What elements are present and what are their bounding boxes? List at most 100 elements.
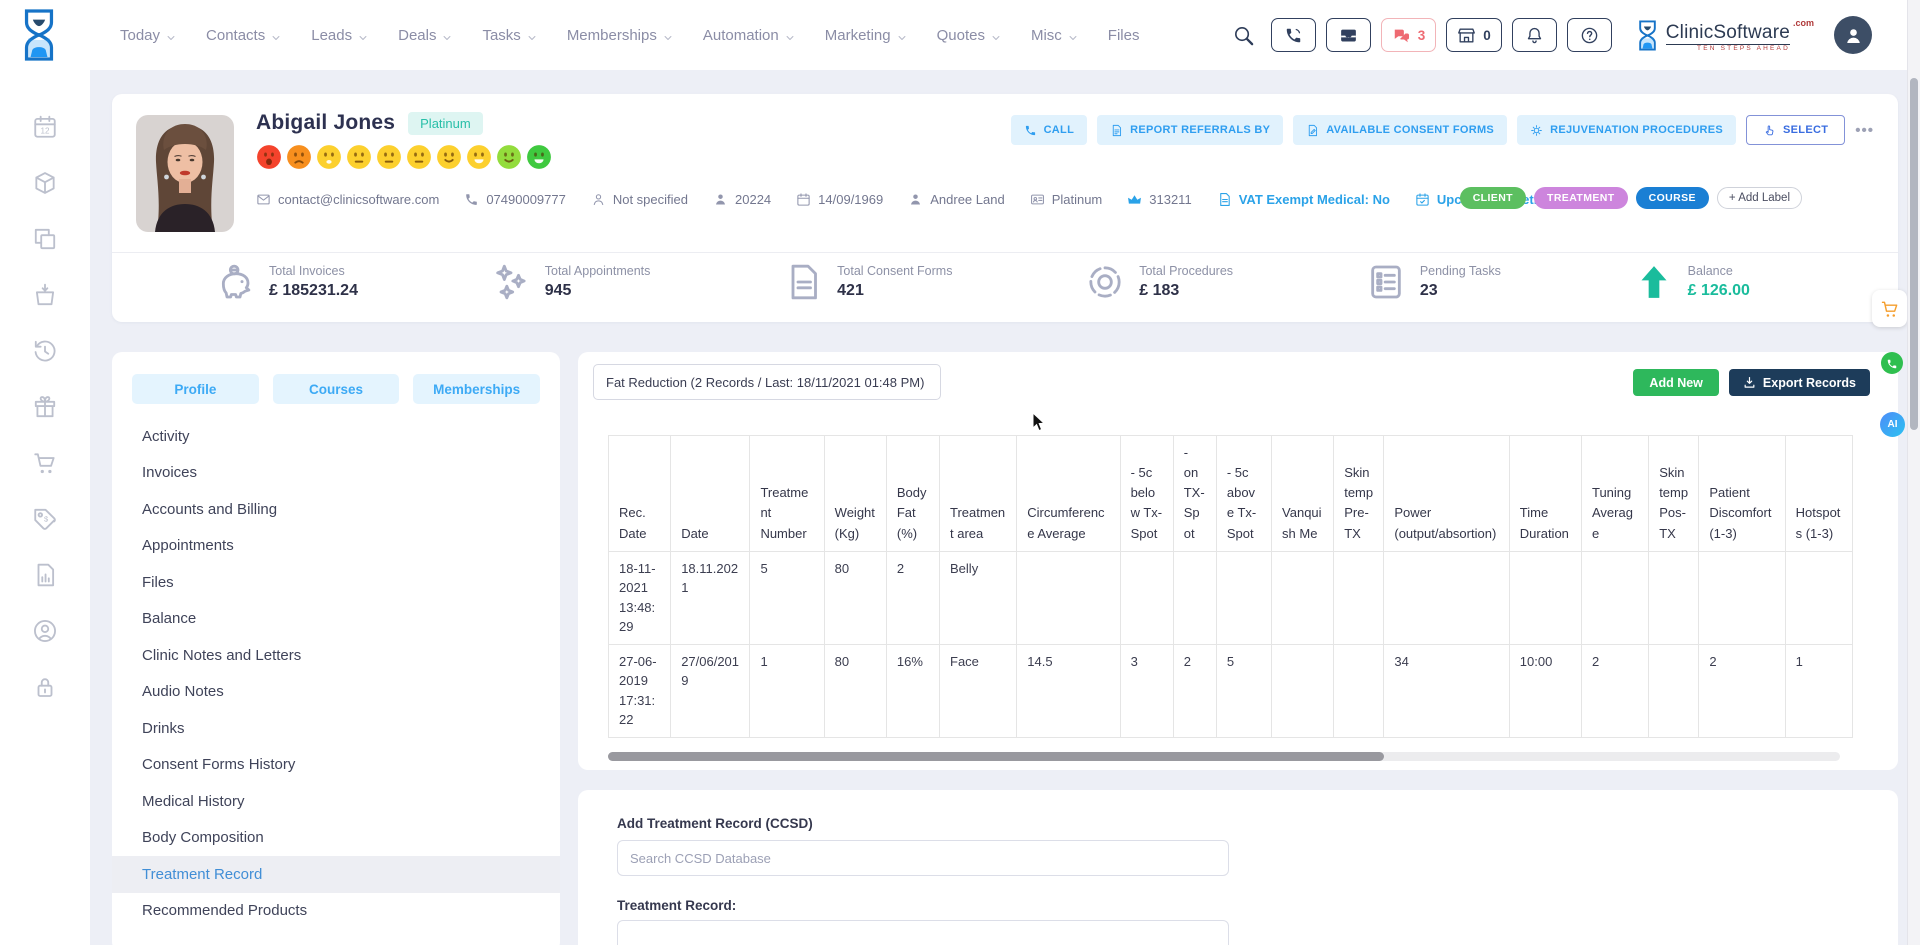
available-consent-forms-button[interactable]: AVAILABLE CONSENT FORMS — [1293, 115, 1507, 145]
lock-icon[interactable] — [32, 674, 58, 700]
label-client: CLIENT — [1460, 187, 1526, 209]
history-icon[interactable] — [32, 338, 58, 364]
report-referrals-by-button[interactable]: REPORT REFERRALS BY — [1097, 115, 1283, 145]
crown-icon — [1127, 192, 1142, 207]
ai-widget[interactable]: AI — [1880, 412, 1905, 437]
chevron-down-icon — [442, 30, 452, 40]
table-header: Skin temp Pos-TX — [1649, 436, 1699, 552]
menu-item-consent-forms-history[interactable]: Consent Forms History — [112, 747, 560, 784]
table-cell: 1 — [1785, 644, 1852, 737]
record-type-selector[interactable]: Fat Reduction (2 Records / Last: 18/11/2… — [593, 364, 941, 400]
more-options-button[interactable]: ••• — [1855, 122, 1874, 139]
mood-emoji-4[interactable] — [346, 144, 372, 170]
store-button[interactable]: 0 — [1446, 18, 1502, 52]
nav-contacts[interactable]: Contacts — [206, 27, 281, 44]
nav-quotes[interactable]: Quotes — [937, 27, 1001, 44]
tab-profile[interactable]: Profile — [132, 374, 259, 404]
calendar-date-icon[interactable]: 12 — [32, 114, 58, 140]
menu-item-clinic-notes-and-letters[interactable]: Clinic Notes and Letters — [112, 637, 560, 674]
horizontal-scrollbar-thumb[interactable] — [608, 752, 1384, 761]
brand-logo[interactable]: ClinicSoftware .com TEN STEPS AHEAD — [1634, 18, 1814, 53]
contact-item-07490009777: 07490009777 — [464, 192, 566, 207]
call-button[interactable]: CALL — [1011, 115, 1088, 145]
cart-orange-icon — [1880, 299, 1900, 319]
menu-item-appointments[interactable]: Appointments — [112, 528, 560, 565]
mood-emoji-6[interactable] — [406, 144, 432, 170]
mood-emoji-3[interactable] — [316, 144, 342, 170]
chat-button[interactable]: 3 — [1381, 18, 1437, 52]
user-avatar[interactable] — [1834, 16, 1872, 54]
tab-memberships[interactable]: Memberships — [413, 374, 540, 404]
menu-item-accounts-and-billing[interactable]: Accounts and Billing — [112, 491, 560, 528]
nav-memberships[interactable]: Memberships — [567, 27, 673, 44]
nav-leads[interactable]: Leads — [311, 27, 368, 44]
report-chart-icon[interactable] — [32, 562, 58, 588]
table-header: Rec. Date — [609, 436, 671, 552]
treatment-record-textarea[interactable] — [617, 920, 1229, 945]
inbox-button[interactable] — [1326, 18, 1371, 52]
form-title: Add Treatment Record (CCSD) — [617, 816, 813, 831]
user-badge-icon[interactable] — [32, 618, 58, 644]
table-cell — [1509, 551, 1581, 644]
price-tag-icon[interactable]: $ — [32, 506, 58, 532]
piggy-bank-icon — [215, 262, 255, 302]
person-icon — [713, 192, 728, 207]
vertical-scrollbar-thumb[interactable] — [1910, 78, 1918, 430]
mood-emoji-10[interactable] — [526, 144, 552, 170]
menu-item-body-composition[interactable]: Body Composition — [112, 820, 560, 857]
stat-value: 421 — [837, 282, 952, 300]
chevron-down-icon — [358, 30, 368, 40]
menu-item-audio-notes[interactable]: Audio Notes — [112, 674, 560, 711]
mood-emoji-9[interactable] — [496, 144, 522, 170]
horizontal-scrollbar[interactable] — [608, 752, 1840, 761]
cart-widget[interactable] — [1872, 290, 1907, 327]
help-button[interactable] — [1567, 18, 1612, 52]
cart-icon[interactable] — [32, 450, 58, 476]
menu-item-activity[interactable]: Activity — [112, 418, 560, 455]
table-cell — [1017, 551, 1120, 644]
table-row[interactable]: 18-11-2021 13:48:2918.11.20215802Belly — [609, 551, 1853, 644]
search-icon[interactable] — [1232, 24, 1255, 47]
mood-emoji-1[interactable] — [256, 144, 282, 170]
mood-emoji-2[interactable] — [286, 144, 312, 170]
mood-emoji-7[interactable] — [436, 144, 462, 170]
tab-courses[interactable]: Courses — [273, 374, 400, 404]
notifications-button[interactable] — [1512, 18, 1557, 52]
menu-item-treatment-record[interactable]: Treatment Record — [112, 856, 560, 893]
nav-deals[interactable]: Deals — [398, 27, 452, 44]
phone-call-button[interactable] — [1271, 18, 1316, 52]
select-button[interactable]: SELECT — [1746, 115, 1845, 145]
nav-misc[interactable]: Misc — [1031, 27, 1078, 44]
person-icon — [908, 192, 923, 207]
nav-automation[interactable]: Automation — [703, 27, 795, 44]
mood-emoji-5[interactable] — [376, 144, 402, 170]
menu-item-medical-history[interactable]: Medical History — [112, 783, 560, 820]
nav-tasks[interactable]: Tasks — [482, 27, 536, 44]
nav-today[interactable]: Today — [120, 27, 176, 44]
menu-item-recommended-products[interactable]: Recommended Products — [112, 893, 560, 930]
rejuvenation-procedures-button[interactable]: REJUVENATION PROCEDURES — [1517, 115, 1736, 145]
table-cell: 5 — [750, 551, 824, 644]
table-row[interactable]: 27-06-2019 17:31:2227/06/201918016%Face1… — [609, 644, 1853, 737]
package-icon[interactable] — [32, 170, 58, 196]
nav-files[interactable]: Files — [1108, 27, 1140, 44]
add-new-button[interactable]: Add New — [1633, 369, 1718, 396]
menu-item-files[interactable]: Files — [112, 564, 560, 601]
nav-marketing[interactable]: Marketing — [825, 27, 907, 44]
menu-item-balance[interactable]: Balance — [112, 601, 560, 638]
mood-emoji-8[interactable] — [466, 144, 492, 170]
menu-item-drinks[interactable]: Drinks — [112, 710, 560, 747]
basket-icon[interactable] — [32, 282, 58, 308]
contact-text: 07490009777 — [486, 192, 566, 207]
menu-item-invoices[interactable]: Invoices — [112, 455, 560, 492]
contact-item-vat-exempt-medical-no[interactable]: VAT Exempt Medical: No — [1217, 192, 1390, 207]
gift-icon[interactable] — [32, 394, 58, 420]
ccsd-search-input[interactable] — [617, 840, 1229, 876]
copy-icon[interactable] — [32, 226, 58, 252]
whatsapp-widget[interactable] — [1881, 352, 1903, 374]
app-logo-icon[interactable] — [16, 8, 62, 62]
report-icon — [1110, 124, 1123, 137]
export-records-button[interactable]: Export Records — [1729, 369, 1870, 396]
vertical-scrollbar[interactable] — [1907, 0, 1920, 945]
add-label-button[interactable]: + Add Label — [1717, 187, 1802, 209]
